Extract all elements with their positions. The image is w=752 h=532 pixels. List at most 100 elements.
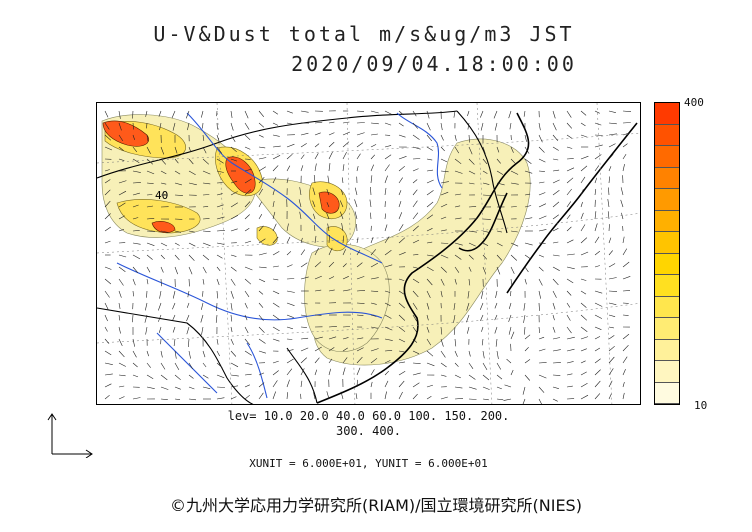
wind-vector: [468, 386, 477, 390]
wind-vector: [230, 290, 234, 299]
wind-vector: [370, 348, 379, 352]
wind-vector: [342, 289, 351, 292]
wind-vector: [118, 110, 121, 119]
wind-vector: [580, 251, 589, 256]
wind-vector: [398, 190, 402, 196]
wind-vector: [286, 368, 293, 376]
wind-vector: [496, 362, 502, 370]
wind-vector: [202, 182, 211, 185]
wind-vector: [496, 194, 506, 196]
wind-vector: [356, 302, 365, 304]
wind-vector: [286, 223, 289, 232]
wind-vector: [187, 290, 190, 298]
wind-vector: [370, 110, 379, 114]
wind-vector: [342, 131, 351, 136]
wind-vector: [524, 266, 529, 273]
wind-vector: [454, 362, 459, 367]
wind-vector: [620, 199, 624, 208]
wind-vector: [244, 384, 250, 388]
wind-vector: [314, 275, 322, 280]
wind-vector: [412, 314, 417, 322]
wind-vector: [356, 249, 361, 256]
wind-vector: [594, 154, 602, 160]
wind-vector: [594, 290, 603, 294]
wind-vector: [622, 368, 626, 376]
wind-vector: [607, 199, 610, 208]
wind-vector: [286, 110, 293, 114]
wind-vector: [566, 146, 573, 149]
wind-vector: [454, 398, 464, 400]
wind-vector: [202, 146, 207, 154]
wind-vector: [258, 146, 266, 149]
wind-vector: [552, 122, 557, 131]
wind-vector: [158, 302, 162, 311]
wind-vector: [146, 182, 154, 184]
wind-vector: [286, 349, 294, 352]
wind-vector: [524, 205, 532, 208]
wind-vector: [342, 347, 348, 352]
wind-vector: [580, 155, 589, 160]
wind-vector: [552, 314, 555, 321]
wind-vector: [412, 158, 421, 160]
wind-vector: [174, 398, 181, 400]
wind-vector: [426, 266, 434, 272]
wind-vector: [104, 278, 112, 285]
wind-vector: [158, 314, 162, 322]
wind-vector: [104, 350, 112, 356]
wind-vector: [552, 386, 559, 389]
wind-vector: [454, 217, 462, 220]
wind-vector: [522, 386, 526, 395]
wind-vector: [412, 179, 418, 184]
wind-vector: [104, 189, 111, 196]
wind-vector: [300, 368, 305, 376]
wind-vector: [314, 357, 320, 364]
wind-vector: [508, 110, 512, 119]
wind-vector: [286, 338, 293, 340]
wind-vector: [384, 164, 390, 172]
wind-vector: [230, 202, 238, 208]
dust-high-region: [102, 120, 340, 233]
wind-vector: [202, 266, 207, 274]
wind-vector: [552, 134, 559, 141]
wind-vector: [426, 350, 434, 357]
wind-vector: [272, 176, 277, 184]
wind-vector: [370, 358, 378, 364]
wind-vector: [188, 254, 195, 261]
wind-vector: [398, 314, 406, 321]
wind-vector: [132, 170, 141, 173]
wind-vector: [286, 358, 294, 364]
wind-vector: [188, 386, 195, 390]
wind-vector: [384, 175, 388, 184]
wind-vector: [272, 391, 276, 400]
wind-vector: [384, 290, 391, 293]
wind-vector: [188, 266, 193, 275]
wind-vector: [440, 362, 447, 368]
wind-vector: [508, 314, 512, 322]
wind-vector: [258, 225, 264, 232]
wind-vector: [440, 191, 449, 196]
colorbar-swatch: [655, 167, 679, 189]
wind-vector: [608, 302, 617, 305]
wind-vector: [118, 180, 127, 184]
wind-vector: [104, 326, 108, 332]
wind-vector: [104, 290, 110, 298]
wind-vector: [328, 326, 337, 328]
wind-vector: [326, 391, 330, 400]
wind-vector: [412, 122, 419, 129]
wind-vector: [510, 242, 519, 247]
wind-vector: [160, 362, 166, 370]
wind-vector: [104, 110, 109, 118]
wind-vector: [453, 326, 456, 335]
wind-vector: [314, 247, 319, 256]
wind-vector: [622, 261, 630, 268]
map-canvas: 40: [97, 103, 640, 404]
wind-vector: [440, 158, 448, 163]
wind-vector: [216, 290, 218, 299]
wind-vector: [384, 213, 386, 220]
wind-vector: [398, 201, 402, 208]
wind-vector: [496, 386, 502, 390]
wind-vector: [202, 350, 206, 358]
wind-vector: [272, 370, 279, 376]
wind-vector: [412, 278, 420, 284]
wind-vector: [594, 122, 602, 126]
